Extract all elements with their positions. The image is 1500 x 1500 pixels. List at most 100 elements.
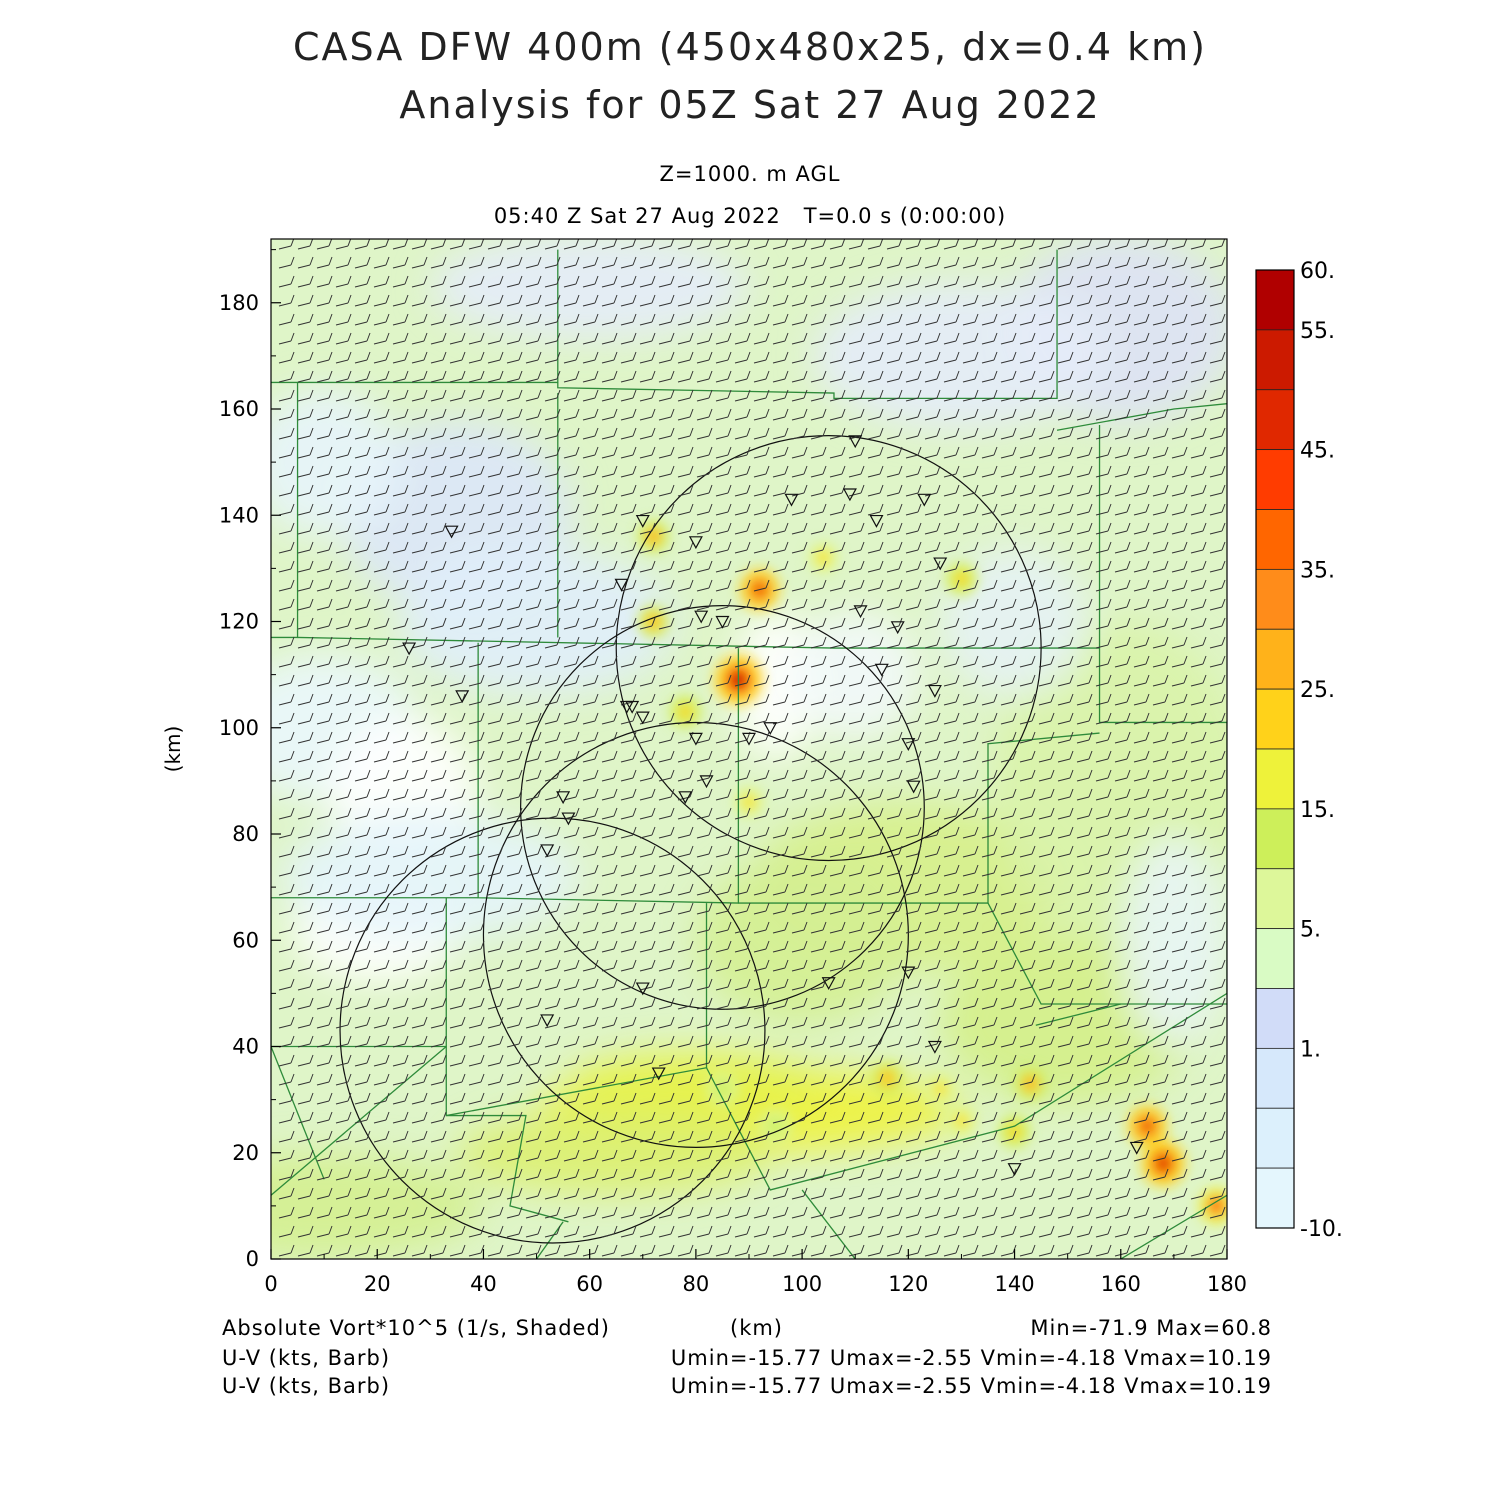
wind-barb: [924, 750, 941, 763]
wind-barb: [715, 275, 732, 288]
wind-barb: [848, 617, 865, 630]
wind-barb: [639, 921, 656, 934]
wind-barb: [677, 1130, 694, 1143]
wind-barb: [1057, 731, 1074, 744]
wind-barb: [886, 294, 903, 307]
wind-barb: [696, 560, 713, 573]
wind-barb: [677, 522, 694, 535]
wind-barb: [1038, 1244, 1055, 1257]
wind-barb: [658, 788, 675, 801]
wind-barb: [1019, 826, 1036, 839]
wind-barb: [449, 921, 466, 934]
wind-barb: [1190, 389, 1207, 402]
wind-barb: [867, 788, 884, 801]
wind-barb: [1000, 883, 1017, 896]
wind-barb: [1076, 465, 1093, 478]
wind-barb: [1152, 959, 1169, 972]
wind-barb: [1190, 883, 1207, 896]
wind-barb: [1000, 978, 1017, 991]
wind-barb: [753, 275, 770, 288]
wind-barb: [1171, 1225, 1188, 1238]
wind-barb: [791, 617, 808, 630]
wind-barb: [1152, 1206, 1169, 1219]
wind-barb: [468, 807, 485, 820]
wind-barb: [696, 978, 713, 991]
wind-barb: [601, 997, 618, 1010]
wind-barb: [525, 978, 542, 991]
wind-barb: [791, 864, 808, 877]
wind-barb: [981, 370, 998, 383]
wind-barb: [753, 389, 770, 402]
wind-barb: [658, 408, 675, 421]
wind-barb: [791, 1111, 808, 1124]
wind-barb: [1038, 959, 1055, 972]
wind-barb: [1095, 1206, 1112, 1219]
wind-barb: [354, 674, 371, 687]
wind-barb: [506, 370, 523, 383]
wind-barb: [601, 617, 618, 630]
wind-barb: [1171, 864, 1188, 877]
wind-barb: [1171, 959, 1188, 972]
wind-barb: [506, 712, 523, 725]
wind-barb: [468, 427, 485, 440]
wind-barb: [867, 826, 884, 839]
wind-barb: [487, 446, 504, 459]
wind-barb: [677, 1168, 694, 1181]
wind-barb: [1171, 712, 1188, 725]
wind-barb: [886, 579, 903, 592]
wind-barb: [867, 579, 884, 592]
wind-barb: [392, 484, 409, 497]
wind-barb: [354, 1206, 371, 1219]
wind-barb: [278, 997, 295, 1010]
wind-barb: [696, 313, 713, 326]
wind-barb: [525, 693, 542, 706]
wind-barb: [734, 313, 751, 326]
wind-barb: [1038, 579, 1055, 592]
wind-barb: [1019, 579, 1036, 592]
colorbar-label: 5.: [1300, 918, 1321, 943]
wind-barb: [1038, 465, 1055, 478]
wind-barb: [506, 1054, 523, 1067]
wind-barb: [867, 959, 884, 972]
station-marker: [933, 557, 948, 571]
wind-barb: [582, 1016, 599, 1029]
wind-barb: [316, 332, 333, 345]
wind-barb: [1114, 902, 1131, 915]
wind-barb: [848, 826, 865, 839]
wind-barb: [1152, 1073, 1169, 1086]
wind-barb: [1038, 617, 1055, 630]
wind-barb: [677, 617, 694, 630]
wind-barb: [924, 332, 941, 345]
wind-barb: [1038, 484, 1055, 497]
wind-barb: [1038, 1130, 1055, 1143]
wind-barb: [1133, 560, 1150, 573]
wind-barb: [278, 1187, 295, 1200]
wind-barb: [791, 1092, 808, 1105]
wind-barb: [430, 370, 447, 383]
wind-barb: [487, 503, 504, 516]
wind-barb: [1095, 769, 1112, 782]
wind-barb: [791, 997, 808, 1010]
wind-barb: [1152, 503, 1169, 516]
wind-barb: [1000, 731, 1017, 744]
wind-barb: [772, 389, 789, 402]
wind-barb: [734, 370, 751, 383]
wind-barb: [677, 769, 694, 782]
wind-barb: [620, 1168, 637, 1181]
wind-barb: [1133, 541, 1150, 554]
wind-barb: [658, 256, 675, 269]
wind-barb: [373, 750, 390, 763]
wind-barb: [544, 560, 561, 573]
wind-barb: [962, 1111, 979, 1124]
wind-barb: [487, 351, 504, 364]
wind-barb: [639, 1130, 656, 1143]
colorbar-label: -10.: [1300, 1217, 1343, 1242]
wind-barb: [373, 313, 390, 326]
wind-barb: [791, 1054, 808, 1067]
wind-barb: [354, 997, 371, 1010]
wind-barb: [411, 883, 428, 896]
wind-barb: [943, 484, 960, 497]
wind-barb: [582, 902, 599, 915]
wind-barb: [563, 636, 580, 649]
wind-barb: [1209, 1244, 1226, 1257]
